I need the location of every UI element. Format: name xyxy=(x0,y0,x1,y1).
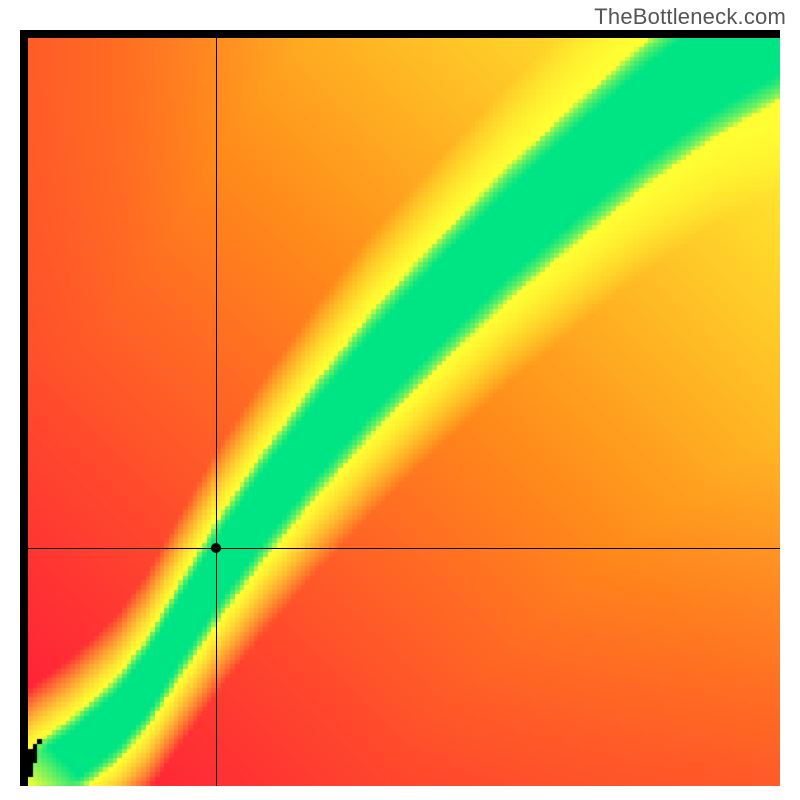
crosshair-vertical xyxy=(216,38,217,786)
selected-point-marker xyxy=(211,543,221,553)
watermark-text: TheBottleneck.com xyxy=(594,4,786,30)
chart-container: TheBottleneck.com xyxy=(0,0,800,800)
heatmap-plot xyxy=(20,30,780,786)
crosshair-horizontal xyxy=(28,548,780,549)
heatmap-canvas xyxy=(28,38,780,786)
